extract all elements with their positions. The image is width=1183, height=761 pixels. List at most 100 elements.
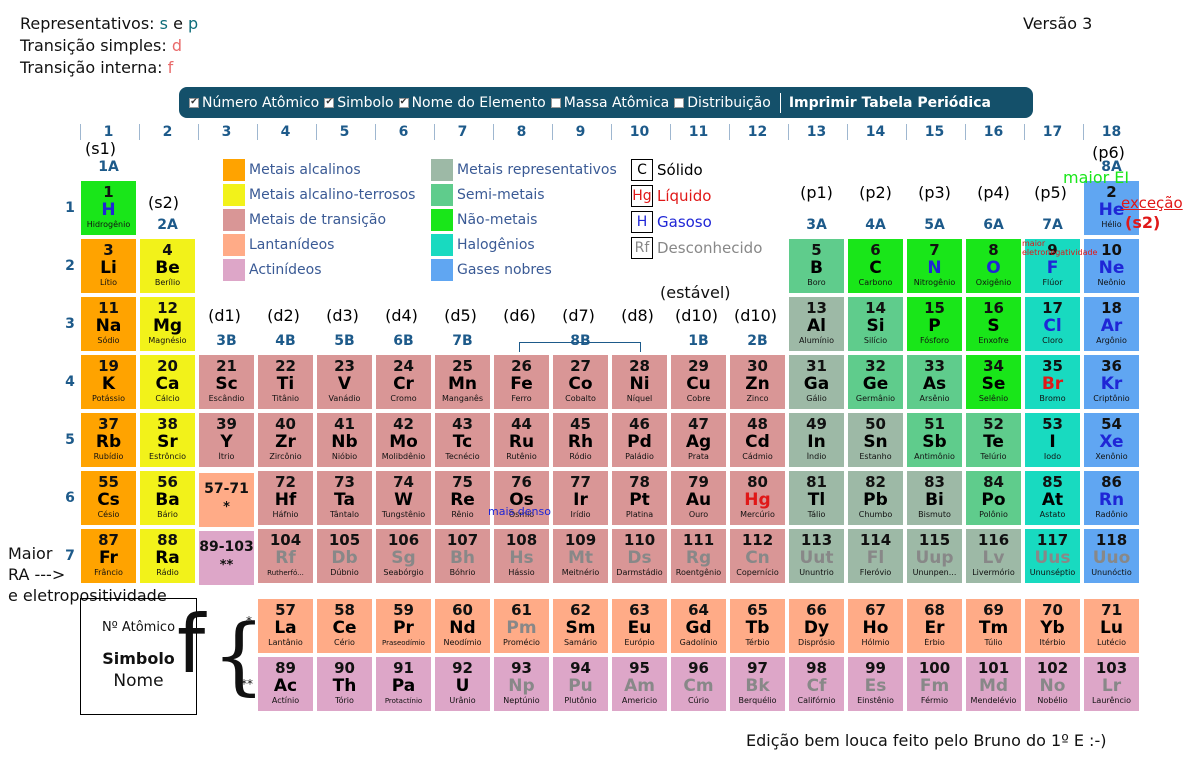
element-cf[interactable]: 98 Cf Califórnio bbox=[788, 656, 845, 712]
element-dy[interactable]: 66 Dy Disprósio bbox=[788, 598, 845, 654]
actinide-series-placeholder[interactable]: 89-103 ** bbox=[198, 530, 255, 586]
element-os[interactable]: 76 Os Ósmio bbox=[493, 470, 550, 526]
toggle-numero-atomico[interactable]: ✔ Número Atômico bbox=[189, 94, 320, 111]
element-ti[interactable]: 22 Ti Titânio bbox=[257, 354, 314, 410]
element-ac[interactable]: 89 Ac Actínio bbox=[257, 656, 314, 712]
element-cu[interactable]: 29 Cu Cobre bbox=[670, 354, 727, 410]
element-sn[interactable]: 50 Sn Estanho bbox=[847, 412, 904, 468]
element-pd[interactable]: 46 Pd Paládio bbox=[611, 412, 668, 468]
toggle-distribuicao[interactable]: Distribuição bbox=[674, 95, 771, 111]
lanthanide-series-placeholder[interactable]: 57-71 * bbox=[198, 472, 255, 528]
element-na[interactable]: 11 Na Sódio bbox=[80, 296, 137, 352]
element-nb[interactable]: 41 Nb Nióbio bbox=[316, 412, 373, 468]
element-v[interactable]: 23 V Vanádio bbox=[316, 354, 373, 410]
element-yb[interactable]: 70 Yb Itérbio bbox=[1024, 598, 1081, 654]
element-xe[interactable]: 54 Xe Xenônio bbox=[1083, 412, 1140, 468]
element-cn[interactable]: 112 Cn Copernício bbox=[729, 528, 786, 584]
element-cl[interactable]: 17 Cl Cloro bbox=[1024, 296, 1081, 352]
element-pm[interactable]: 61 Pm Promécio bbox=[493, 598, 550, 654]
element-es[interactable]: 99 Es Einstênio bbox=[847, 656, 904, 712]
element-ce[interactable]: 58 Ce Cério bbox=[316, 598, 373, 654]
element-ds[interactable]: 110 Ds Darmstádio bbox=[611, 528, 668, 584]
element-uus[interactable]: 117 Uus Ununséptio bbox=[1024, 528, 1081, 584]
element-cm[interactable]: 96 Cm Cúrio bbox=[670, 656, 727, 712]
element-rb[interactable]: 37 Rb Rubídio bbox=[80, 412, 137, 468]
element-hs[interactable]: 108 Hs Hássio bbox=[493, 528, 550, 584]
element-u[interactable]: 92 U Urânio bbox=[434, 656, 491, 712]
element-la[interactable]: 57 La Lantânio bbox=[257, 598, 314, 654]
element-li[interactable]: 3 Li Lítio bbox=[80, 238, 137, 294]
element-sb[interactable]: 51 Sb Antimônio bbox=[906, 412, 963, 468]
element-ca[interactable]: 20 Ca Cálcio bbox=[139, 354, 196, 410]
element-ru[interactable]: 44 Ru Rutênio bbox=[493, 412, 550, 468]
element-md[interactable]: 101 Md Mendelévio bbox=[965, 656, 1022, 712]
element-k[interactable]: 19 K Potássio bbox=[80, 354, 137, 410]
element-f[interactable]: 9 F Flúor bbox=[1024, 238, 1081, 294]
element-np[interactable]: 93 Np Neptúnio bbox=[493, 656, 550, 712]
element-fm[interactable]: 100 Fm Férmio bbox=[906, 656, 963, 712]
element-tc[interactable]: 43 Tc Tecnécio bbox=[434, 412, 491, 468]
element-se[interactable]: 34 Se Selênio bbox=[965, 354, 1022, 410]
element-uut[interactable]: 113 Uut Ununtrio bbox=[788, 528, 845, 584]
element-as[interactable]: 33 As Arsênio bbox=[906, 354, 963, 410]
element-er[interactable]: 68 Er Érbio bbox=[906, 598, 963, 654]
element-h[interactable]: 1 H Hidrogênio bbox=[80, 180, 137, 236]
element-w[interactable]: 74 W Tungstênio bbox=[375, 470, 432, 526]
element-p[interactable]: 15 P Fósforo bbox=[906, 296, 963, 352]
element-br[interactable]: 35 Br Bromo bbox=[1024, 354, 1081, 410]
element-lu[interactable]: 71 Lu Lutécio bbox=[1083, 598, 1140, 654]
element-sm[interactable]: 62 Sm Samário bbox=[552, 598, 609, 654]
element-s[interactable]: 16 S Enxofre bbox=[965, 296, 1022, 352]
element-rf[interactable]: 104 Rf Rutherfó... bbox=[257, 528, 314, 584]
toggle-massa-atomica[interactable]: Massa Atômica bbox=[550, 95, 669, 111]
checkbox-icon[interactable]: ✔ bbox=[398, 97, 409, 108]
element-rn[interactable]: 86 Rn Radônio bbox=[1083, 470, 1140, 526]
element-tm[interactable]: 69 Tm Túlio bbox=[965, 598, 1022, 654]
element-at[interactable]: 85 At Astato bbox=[1024, 470, 1081, 526]
element-uup[interactable]: 115 Uup Ununpen... bbox=[906, 528, 963, 584]
element-co[interactable]: 27 Co Cobalto bbox=[552, 354, 609, 410]
element-rh[interactable]: 45 Rh Ródio bbox=[552, 412, 609, 468]
element-o[interactable]: 8 O Oxigênio bbox=[965, 238, 1022, 294]
element-au[interactable]: 79 Au Ouro bbox=[670, 470, 727, 526]
element-hg[interactable]: 80 Hg Mercúrio bbox=[729, 470, 786, 526]
element-cs[interactable]: 55 Cs Césio bbox=[80, 470, 137, 526]
checkbox-icon[interactable]: ✔ bbox=[189, 97, 199, 108]
element-po[interactable]: 84 Po Polônio bbox=[965, 470, 1022, 526]
element-rg[interactable]: 111 Rg Roentgênio bbox=[670, 528, 727, 584]
element-ga[interactable]: 31 Ga Gálio bbox=[788, 354, 845, 410]
element-mn[interactable]: 25 Mn Manganês bbox=[434, 354, 491, 410]
element-re[interactable]: 75 Re Rênio bbox=[434, 470, 491, 526]
element-sc[interactable]: 21 Sc Escândio bbox=[198, 354, 255, 410]
element-uuo[interactable]: 118 Uuo Ununóctio bbox=[1083, 528, 1140, 584]
element-te[interactable]: 52 Te Telúrio bbox=[965, 412, 1022, 468]
element-pu[interactable]: 94 Pu Plutônio bbox=[552, 656, 609, 712]
element-nd[interactable]: 60 Nd Neodímio bbox=[434, 598, 491, 654]
element-no[interactable]: 102 No Nobélio bbox=[1024, 656, 1081, 712]
element-ni[interactable]: 28 Ni Níquel bbox=[611, 354, 668, 410]
element-sr[interactable]: 38 Sr Estrôncio bbox=[139, 412, 196, 468]
element-fr[interactable]: 87 Fr Frâncio bbox=[80, 528, 137, 584]
element-tl[interactable]: 81 Tl Tálio bbox=[788, 470, 845, 526]
element-lr[interactable]: 103 Lr Laurêncio bbox=[1083, 656, 1140, 712]
element-ir[interactable]: 77 Ir Irídio bbox=[552, 470, 609, 526]
element-ra[interactable]: 88 Ra Rádio bbox=[139, 528, 196, 584]
element-fl[interactable]: 114 Fl Fleróvio bbox=[847, 528, 904, 584]
element-mo[interactable]: 42 Mo Molibdênio bbox=[375, 412, 432, 468]
element-gd[interactable]: 64 Gd Gadolínio bbox=[670, 598, 727, 654]
element-i[interactable]: 53 I Iodo bbox=[1024, 412, 1081, 468]
element-pr[interactable]: 59 Pr Praseodímio bbox=[375, 598, 432, 654]
checkbox-icon[interactable] bbox=[550, 97, 561, 108]
element-bk[interactable]: 97 Bk Berquélio bbox=[729, 656, 786, 712]
toggle-nome-elemento[interactable]: ✔ Nome do Elemento bbox=[398, 94, 546, 111]
element-tb[interactable]: 65 Tb Térbio bbox=[729, 598, 786, 654]
element-c[interactable]: 6 C Carbono bbox=[847, 238, 904, 294]
element-hf[interactable]: 72 Hf Háfnio bbox=[257, 470, 314, 526]
element-bi[interactable]: 83 Bi Bismuto bbox=[906, 470, 963, 526]
element-pt[interactable]: 78 Pt Platina bbox=[611, 470, 668, 526]
element-y[interactable]: 39 Y Ítrio bbox=[198, 412, 255, 468]
element-n[interactable]: 7 N Nitrogênio bbox=[906, 238, 963, 294]
element-db[interactable]: 105 Db Dúbnio bbox=[316, 528, 373, 584]
element-pb[interactable]: 82 Pb Chumbo bbox=[847, 470, 904, 526]
element-si[interactable]: 14 Si Silício bbox=[847, 296, 904, 352]
